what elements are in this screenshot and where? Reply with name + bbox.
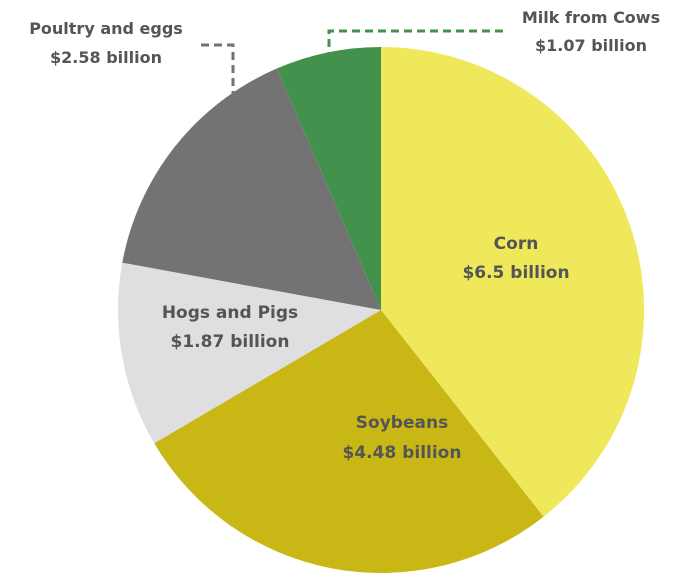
pie-slice-milk-from-cows — [276, 47, 381, 310]
pie-slice-soybeans — [154, 310, 544, 574]
callout-line-milk-from-cows — [327, 29, 503, 58]
slice-value-soybeans: $4.48 billion — [343, 443, 462, 463]
slice-label-corn: Corn — [494, 234, 539, 254]
slice-value-milk-from-cows: $1.07 billion — [535, 36, 647, 55]
slice-label-milk-from-cows: Milk from Cows — [522, 8, 660, 27]
slice-label-hogs-and-pigs: Hogs and Pigs — [162, 303, 298, 323]
pie-slice-poultry-and-eggs — [122, 68, 381, 310]
pie-slices — [117, 47, 645, 574]
slice-label-poultry-and-eggs: Poultry and eggs — [29, 19, 183, 38]
callout-line-poultry-and-eggs — [201, 43, 235, 98]
slice-label-soybeans: Soybeans — [356, 413, 448, 433]
pie-slice-hogs-and-pigs — [117, 262, 382, 444]
callout-lines — [201, 29, 503, 98]
slice-value-hogs-and-pigs: $1.87 billion — [171, 332, 290, 352]
slice-value-poultry-and-eggs: $2.58 billion — [50, 48, 162, 67]
pie-slice-corn — [381, 47, 645, 517]
slice-value-corn: $6.5 billion — [462, 263, 569, 283]
